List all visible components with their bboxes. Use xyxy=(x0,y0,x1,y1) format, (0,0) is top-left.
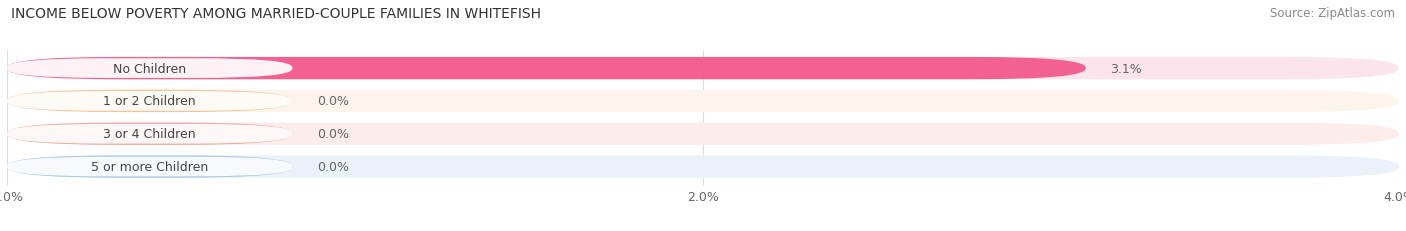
FancyBboxPatch shape xyxy=(7,59,292,79)
FancyBboxPatch shape xyxy=(7,123,292,145)
FancyBboxPatch shape xyxy=(7,156,292,178)
FancyBboxPatch shape xyxy=(7,58,1085,80)
FancyBboxPatch shape xyxy=(7,156,1399,178)
FancyBboxPatch shape xyxy=(7,123,1399,145)
FancyBboxPatch shape xyxy=(7,58,1399,80)
Text: 3 or 4 Children: 3 or 4 Children xyxy=(104,128,195,141)
Text: Source: ZipAtlas.com: Source: ZipAtlas.com xyxy=(1270,7,1395,20)
Text: 0.0%: 0.0% xyxy=(316,128,349,141)
Text: 1 or 2 Children: 1 or 2 Children xyxy=(104,95,195,108)
FancyBboxPatch shape xyxy=(7,124,292,144)
FancyBboxPatch shape xyxy=(7,157,292,177)
FancyBboxPatch shape xyxy=(7,90,292,112)
FancyBboxPatch shape xyxy=(7,92,292,111)
Text: No Children: No Children xyxy=(112,62,186,75)
Text: INCOME BELOW POVERTY AMONG MARRIED-COUPLE FAMILIES IN WHITEFISH: INCOME BELOW POVERTY AMONG MARRIED-COUPL… xyxy=(11,7,541,21)
Text: 0.0%: 0.0% xyxy=(316,160,349,173)
Text: 3.1%: 3.1% xyxy=(1111,62,1142,75)
Text: 5 or more Children: 5 or more Children xyxy=(91,160,208,173)
FancyBboxPatch shape xyxy=(7,90,1399,112)
Text: 0.0%: 0.0% xyxy=(316,95,349,108)
